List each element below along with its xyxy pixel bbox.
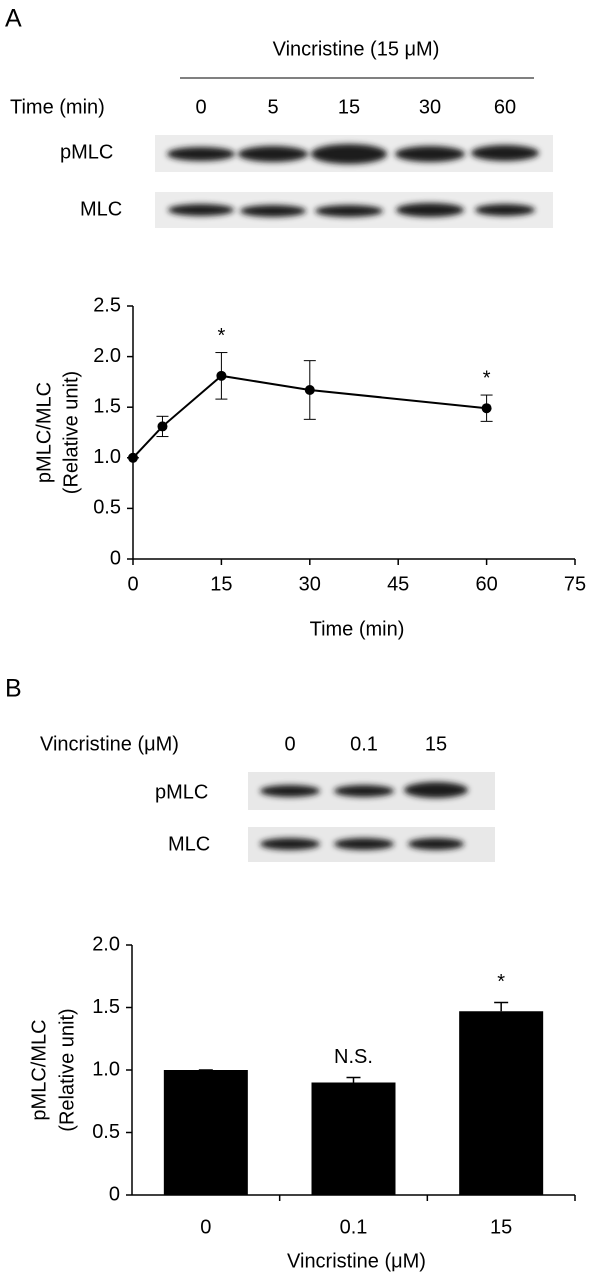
x-tick-label: 30 [299,573,321,595]
data-point [157,421,168,432]
lane-label: 5 [267,96,278,118]
blot-image [155,135,553,228]
lane-title: Time (min) [10,96,105,118]
y-tick-label: 0.5 [93,497,121,519]
lane-label: 0 [284,733,295,755]
y-tick-label: 0 [109,1183,120,1205]
lane-label: 0 [195,96,206,118]
bar [311,1082,396,1195]
y-axis-label: pMLC/MLC [28,1019,50,1120]
y-tick-label: 1.5 [93,395,121,417]
y-tick-label: 2.5 [93,294,121,316]
y-tick-label: 2.0 [93,345,121,367]
y-tick-label: 1.0 [92,1058,120,1080]
bar [163,1070,248,1195]
y-tick-label: 2.0 [92,933,120,955]
row-label: MLC [168,833,210,855]
y-tick-label: 1.0 [93,446,121,468]
x-tick-label: 0 [127,573,138,595]
point-label: N.S. [334,1046,373,1068]
data-point [481,403,492,414]
data-point [216,370,227,381]
x-tick-label: 45 [387,573,409,595]
lane-label: 30 [419,96,441,118]
lane-title: Vincristine (μM) [40,733,179,755]
lane-label: 15 [338,96,360,118]
data-point [128,452,138,463]
x-tick-label: 0.1 [340,1216,368,1238]
x-axis-label: Vincristine (μM) [287,1250,426,1272]
y-axis-label: (Relative unit) [60,371,82,494]
y-axis-label: (Relative unit) [56,1008,78,1131]
data-point [304,384,315,395]
lane-label: 0.1 [350,733,378,755]
row-label: pMLC [60,141,113,163]
x-tick-label: 15 [210,573,232,595]
x-axis-label: Time (min) [310,618,405,640]
x-tick-label: 75 [564,573,586,595]
x-tick-label: 0 [200,1216,211,1238]
point-label: * [483,367,491,389]
y-tick-label: 0.5 [92,1121,120,1143]
point-label: * [497,971,505,993]
bar [459,1011,544,1195]
row-label: MLC [80,198,122,220]
point-label: * [218,325,226,347]
lane-label: 60 [494,96,516,118]
x-tick-label: 15 [490,1216,512,1238]
panel-label: B [5,675,22,703]
panel-label: A [5,5,22,33]
blot-header: Vincristine (15 μM) [273,38,440,60]
lane-label: 15 [425,733,447,755]
x-tick-label: 60 [475,573,497,595]
blot-image [248,772,495,862]
y-tick-label: 1.5 [92,996,120,1018]
y-axis-label: pMLC/MLC [33,382,55,483]
y-tick-label: 0 [110,547,121,569]
row-label: pMLC [155,781,208,803]
